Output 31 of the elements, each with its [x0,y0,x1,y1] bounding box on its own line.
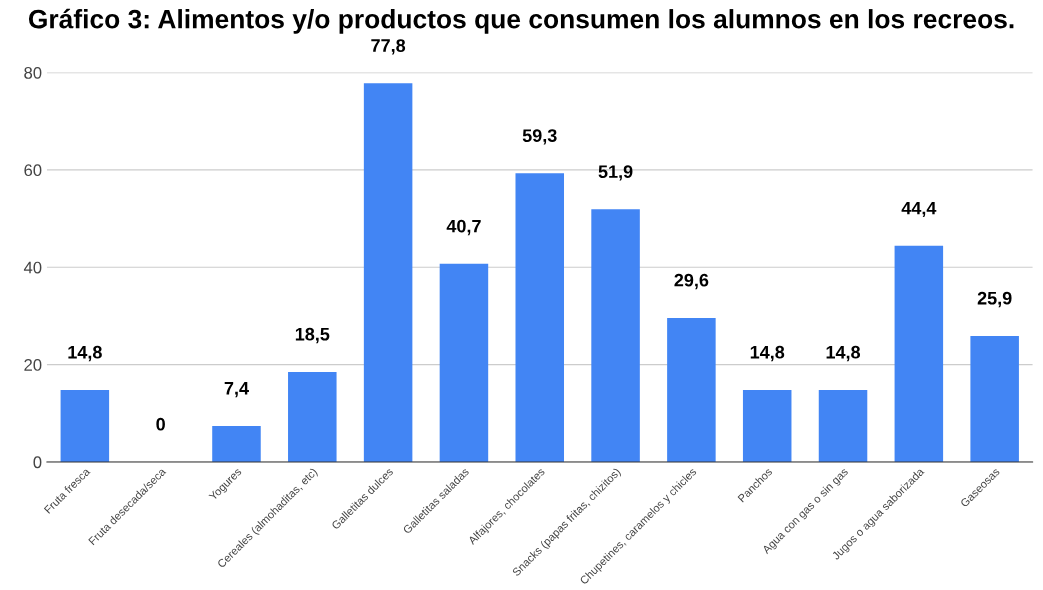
data-label: 14,8 [826,345,861,362]
bar [818,389,868,462]
y-tick-label: 40 [23,261,42,274]
bar [288,371,337,462]
bar [60,389,110,462]
data-label: 7,4 [224,382,249,398]
data-label: 51,9 [598,165,633,181]
y-tick-label: 80 [24,66,42,79]
bar [894,245,944,462]
bar [591,209,640,462]
chart-title: Gráfico 3: Alimentos y/o productos que consumen los alumnos en los recreos. [28,8,1014,34]
data-label: 14,8 [750,345,785,362]
data-label: 29,6 [674,273,709,290]
data-label: 59,3 [522,129,557,145]
y-tick-label: 0 [33,456,42,469]
y-tick-label: 60 [24,164,42,177]
bar [667,317,716,462]
bar [515,173,565,462]
data-label: 18,5 [295,327,330,344]
data-label: 25,9 [977,291,1012,308]
data-label: 40,7 [446,219,481,236]
y-tick-label: 20 [24,359,42,371]
bar [439,263,489,462]
data-label: 0 [156,417,165,431]
bar [970,335,1019,462]
data-label: 14,8 [68,345,102,362]
bar [212,425,261,462]
bar [363,83,413,462]
bar [742,389,792,462]
data-label: 77,8 [371,39,406,55]
data-label: 44,4 [901,201,937,218]
